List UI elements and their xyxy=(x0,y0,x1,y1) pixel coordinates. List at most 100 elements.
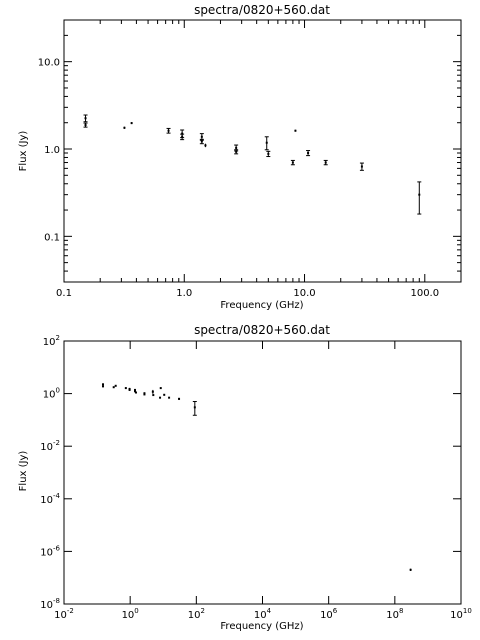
top-chart-data-point xyxy=(130,122,133,125)
top-chart-point-marker xyxy=(291,161,294,164)
top-chart-point-marker xyxy=(84,124,87,127)
top-chart-point-marker xyxy=(123,126,126,129)
bottom-chart-data-point xyxy=(168,396,171,399)
bottom-chart-data-point xyxy=(159,396,162,399)
bottom-chart-data-point xyxy=(143,393,146,396)
top-chart-x-tick-label: 1.0 xyxy=(176,288,192,299)
bottom-chart-data-point xyxy=(112,386,115,389)
bottom-chart-data-point xyxy=(178,397,181,401)
top-chart-y-tick-label: 1.0 xyxy=(44,145,60,156)
bottom-chart-x-tick-label: 104 xyxy=(254,607,272,621)
bottom-chart-point-marker xyxy=(134,390,137,393)
top-chart-data-point xyxy=(83,122,88,128)
bottom-chart-point-marker xyxy=(409,568,412,571)
bottom-chart-data-point xyxy=(409,568,412,571)
top-chart-point-marker xyxy=(200,140,203,143)
top-chart-point-marker xyxy=(360,165,363,168)
bottom-chart-point-marker xyxy=(159,387,162,390)
bottom-chart-point-marker xyxy=(102,383,105,386)
top-chart-x-tick-label: 100.0 xyxy=(410,288,439,299)
top-chart-data-point xyxy=(417,181,422,215)
bottom-chart-data-point xyxy=(192,401,197,416)
bottom-chart-data-point xyxy=(114,384,117,387)
bottom-chart-point-marker xyxy=(128,388,131,391)
bottom-chart-x-axis-label: Frequency (GHz) xyxy=(220,621,303,632)
bottom-chart-point-marker xyxy=(124,387,127,390)
bottom-chart-data-point xyxy=(124,387,127,390)
top-chart-title: spectra/0820+560.dat xyxy=(194,3,330,17)
top-chart-ticks: 0.1 1.0 10.0 100.0 0.1 1.0 10.0 xyxy=(38,20,461,299)
top-chart-point-marker xyxy=(294,129,297,132)
bottom-chart-point-marker xyxy=(151,390,154,393)
bottom-chart-x-tick-label: 102 xyxy=(188,607,205,621)
bottom-chart-y-tick-label: 10-4 xyxy=(40,492,60,506)
bottom-chart: spectra/0820+560.dat Frequency (GHz) Flu… xyxy=(18,323,472,632)
top-chart-x-tick-label: 0.1 xyxy=(56,288,72,299)
bottom-chart-data-point xyxy=(134,391,137,394)
top-chart-data-point xyxy=(234,149,239,155)
bottom-chart-point-marker xyxy=(134,388,137,391)
top-chart-frame xyxy=(63,19,462,283)
top-chart-data-point xyxy=(83,114,88,123)
bottom-chart-point-marker xyxy=(193,406,196,409)
top-chart-point-marker xyxy=(200,135,203,138)
bottom-chart-y-tick-label: 102 xyxy=(43,334,60,348)
top-chart-point-marker xyxy=(418,193,421,196)
bottom-chart-point-marker xyxy=(114,384,117,387)
top-chart-data-point xyxy=(306,150,311,157)
bottom-chart-point-marker xyxy=(143,393,146,396)
top-chart-data-point xyxy=(204,143,207,148)
bottom-chart-y-axis-label: Flux (Jy) xyxy=(18,451,29,492)
bottom-chart-point-marker xyxy=(102,385,105,388)
top-chart-data-point xyxy=(166,127,171,134)
top-chart-data-point xyxy=(266,150,271,158)
top-chart-data-points xyxy=(83,114,422,215)
top-chart-point-marker xyxy=(324,161,327,164)
bottom-chart-point-marker xyxy=(143,392,146,395)
top-chart-point-marker xyxy=(167,129,170,132)
bottom-chart-data-point xyxy=(128,388,131,391)
top-chart-y-axis-label: Flux (Jy) xyxy=(18,131,29,172)
bottom-chart-point-marker xyxy=(168,396,171,399)
bottom-chart-point-marker xyxy=(163,393,166,396)
bottom-chart-x-tick-label: 106 xyxy=(320,607,338,621)
bottom-chart-point-marker xyxy=(152,394,155,397)
top-chart-point-marker xyxy=(307,151,310,154)
top-chart-y-tick-label: 0.1 xyxy=(44,232,60,243)
top-chart-point-marker xyxy=(267,152,270,155)
bottom-chart-point-marker xyxy=(112,386,115,389)
bottom-chart-y-tick-label: 10-2 xyxy=(40,439,60,453)
bottom-chart-x-tick-label: 10-2 xyxy=(54,607,74,621)
top-chart-point-marker xyxy=(130,122,133,125)
bottom-chart-data-point xyxy=(163,393,166,396)
top-chart-data-point xyxy=(123,126,126,129)
bottom-chart-data-point xyxy=(152,394,155,397)
top-chart-point-marker xyxy=(181,132,184,135)
top-chart-x-tick-label: 10.0 xyxy=(293,288,315,299)
bottom-chart-data-point xyxy=(159,387,162,390)
top-chart-y-tick-label: 10.0 xyxy=(38,58,60,69)
bottom-chart-x-tick-label: 108 xyxy=(386,607,403,621)
top-chart-point-marker xyxy=(181,135,184,138)
top-chart-data-point xyxy=(199,138,204,145)
top-chart-data-point xyxy=(290,159,295,166)
top-chart-point-marker xyxy=(235,146,238,149)
bottom-chart-point-marker xyxy=(134,391,137,394)
bottom-chart-ticks: 10-2 100 102 104 106 108 1010 10-8 10-6 10-4 10-2 1… xyxy=(40,334,472,621)
top-chart-data-point xyxy=(180,133,185,141)
bottom-chart-data-point xyxy=(151,389,154,394)
top-chart-data-point xyxy=(294,129,297,132)
bottom-chart-y-tick-label: 10-8 xyxy=(40,597,60,611)
top-chart-point-marker xyxy=(235,150,238,153)
top-chart-point-marker xyxy=(84,117,87,120)
top-chart-data-point xyxy=(323,159,328,166)
bottom-chart-data-point xyxy=(102,383,105,386)
bottom-chart-x-tick-label: 100 xyxy=(122,607,139,621)
bottom-chart-point-marker xyxy=(159,396,162,399)
top-chart-point-marker xyxy=(204,144,207,147)
bottom-chart-y-tick-label: 100 xyxy=(43,387,60,401)
top-chart-point-marker xyxy=(265,141,268,144)
bottom-chart-x-tick-label: 1010 xyxy=(450,607,472,621)
